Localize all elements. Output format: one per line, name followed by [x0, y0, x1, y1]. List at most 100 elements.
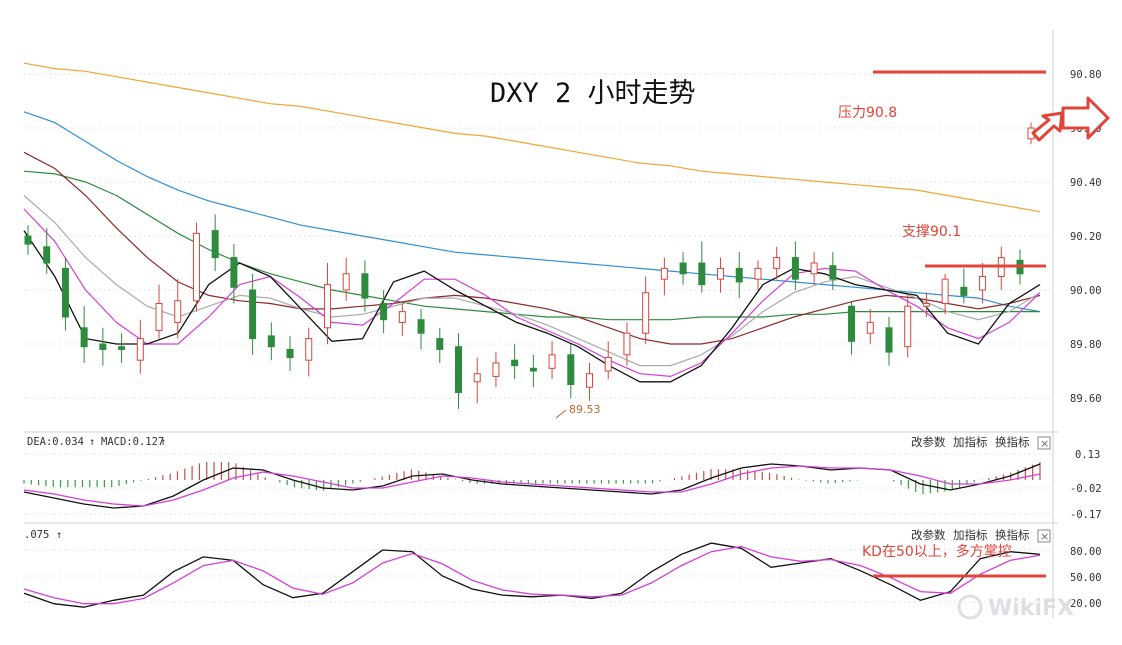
- low-marker: 89.53: [555, 403, 601, 419]
- watermark-text: WikiFX: [988, 596, 1074, 621]
- tick-label: 89.60: [1070, 393, 1102, 405]
- ma-line: [23, 170, 1040, 321]
- candle-body: [791, 257, 799, 280]
- tick-label: 90.20: [1070, 231, 1102, 243]
- watermark-logo-icon: [957, 594, 983, 620]
- tick-label: 90.80: [1070, 69, 1102, 81]
- macd-tick-label: 0.13: [1075, 449, 1100, 461]
- candle-body: [155, 303, 163, 331]
- macd-dea-arrow-icon: ↑: [89, 436, 95, 448]
- close-icon: ×: [1040, 530, 1049, 543]
- candle-body: [941, 278, 949, 305]
- candle-body: [211, 230, 219, 259]
- macd-value-label: MACD:0.127: [101, 436, 164, 448]
- candle-body: [380, 303, 388, 321]
- candle-body: [286, 348, 294, 358]
- candle-body: [99, 343, 107, 350]
- candle-body: [885, 327, 893, 353]
- candle-body: [604, 357, 612, 372]
- kd-panel: .075 ↑ 改参数 加指标 换指标 × KD在50以上，多方掌控 80.00 …: [23, 523, 1102, 621]
- candle-body: [773, 257, 781, 269]
- candle-body: [660, 267, 668, 280]
- kd-tick-label: 80.00: [1070, 546, 1102, 558]
- candle-body: [192, 232, 200, 302]
- candle-body: [567, 354, 575, 385]
- candle-body: [342, 273, 350, 291]
- kd-value-label: .075: [24, 529, 49, 541]
- macd-lines: [23, 463, 1041, 509]
- candle-body: [136, 338, 144, 361]
- candle-body: [979, 276, 987, 291]
- macd-switch-indicator-button[interactable]: 换指标: [995, 435, 1030, 449]
- candle-body: [904, 305, 912, 348]
- ma-line: [23, 111, 1041, 313]
- candle-body: [305, 338, 313, 361]
- macd-line: [23, 465, 1041, 507]
- candle-body: [436, 338, 444, 350]
- close-icon: ×: [1040, 437, 1049, 450]
- candle-body: [249, 289, 257, 340]
- low-label: 89.53: [569, 403, 601, 416]
- tick-label: 90.00: [1070, 285, 1102, 297]
- candle-body: [323, 284, 331, 329]
- macd-tick-label: -0.02: [1070, 483, 1102, 495]
- kd-note-label: KD在50以上，多方掌控: [862, 543, 1012, 560]
- candle-body: [810, 262, 818, 275]
- kd-add-indicator-button[interactable]: 加指标: [953, 528, 988, 542]
- candle-body: [529, 367, 537, 372]
- candle-body: [473, 373, 481, 383]
- candle-body: [754, 267, 762, 280]
- candle-body: [735, 267, 743, 283]
- candle-body: [960, 286, 968, 296]
- candle-body: [848, 305, 856, 342]
- macd-line: [23, 463, 1041, 509]
- arrow-up-right-icon: [1031, 111, 1064, 142]
- candle-body: [623, 332, 631, 356]
- candle-body: [492, 362, 500, 377]
- price-grid: [24, 73, 1053, 399]
- tick-label: 89.80: [1070, 339, 1102, 351]
- candle-body: [698, 262, 706, 286]
- macd-dea-label: DEA:0.034: [27, 436, 84, 448]
- macd-tick-label: -0.17: [1070, 509, 1102, 521]
- kd-switch-indicator-button[interactable]: 换指标: [995, 528, 1030, 542]
- kd-close-button[interactable]: ×: [1037, 529, 1051, 543]
- ma-line: [23, 208, 1041, 378]
- candle-body: [80, 327, 88, 348]
- candlesticks: [24, 122, 1035, 409]
- kd-lines: [23, 542, 1041, 608]
- candle-body: [511, 359, 519, 367]
- price-panel: 90.80 90.60 90.40 90.20 90.00 89.80 89.6…: [23, 30, 1110, 432]
- candle-body: [866, 321, 874, 334]
- kd-change-params-button[interactable]: 改参数: [911, 528, 946, 542]
- candle-body: [642, 292, 650, 334]
- tick-label: 90.40: [1070, 177, 1102, 189]
- kd-line: [23, 542, 1041, 608]
- kd-line: [23, 545, 1041, 605]
- macd-change-params-button[interactable]: 改参数: [911, 435, 946, 449]
- macd-close-button[interactable]: ×: [1037, 436, 1051, 450]
- candle-body: [267, 335, 275, 348]
- candle-body: [922, 303, 930, 307]
- kd-arrow-icon: ↑: [56, 529, 62, 541]
- candle-body: [230, 257, 238, 288]
- candle-body: [679, 262, 687, 275]
- kd-grid: [24, 549, 1053, 603]
- kd-tick-label: 50.00: [1070, 572, 1102, 584]
- support-label: 支撑90.1: [902, 224, 961, 240]
- candle-body: [61, 267, 69, 318]
- candle-body: [174, 300, 182, 323]
- ma-line: [23, 195, 1041, 367]
- candle-body: [717, 267, 725, 280]
- candle-body: [829, 265, 837, 280]
- macd-panel: DEA:0.034 ↑ MACD:0.127 ↑ 改参数 加指标 换指标 × 0…: [23, 432, 1102, 523]
- kd-tick-label: 20.00: [1070, 598, 1102, 610]
- candle-body: [586, 373, 594, 388]
- macd-grid: [24, 453, 1053, 515]
- macd-value-arrow-icon: ↑: [160, 436, 166, 448]
- candle-body: [361, 273, 369, 299]
- candle-body: [43, 246, 51, 264]
- arrow-right-icon: [1061, 96, 1110, 140]
- macd-add-indicator-button[interactable]: 加指标: [953, 435, 988, 449]
- macd-histogram: [23, 462, 1041, 495]
